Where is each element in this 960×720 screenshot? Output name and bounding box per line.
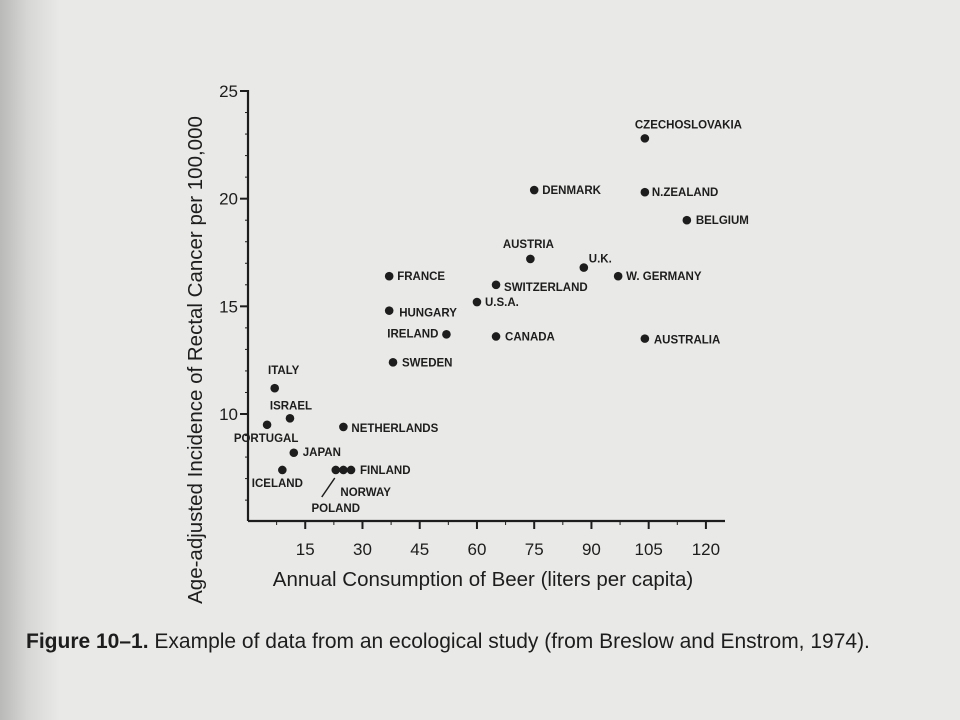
point-label: ICELAND <box>252 478 303 490</box>
data-point <box>442 330 451 339</box>
y-tick-label: 15 <box>219 297 238 316</box>
point-label: FINLAND <box>360 465 410 477</box>
page-binding-shadow <box>0 0 60 720</box>
point-label: ITALY <box>268 365 300 377</box>
x-tick-label: 90 <box>582 540 601 559</box>
data-point <box>278 465 287 475</box>
data-point <box>388 358 398 367</box>
point-label: SWEDEN <box>402 357 452 369</box>
data-point <box>339 422 348 432</box>
y-axis-title: Age-adjusted Incidence of Rectal Cancer … <box>184 116 207 604</box>
point-label: NETHERLANDS <box>351 423 438 435</box>
data-point <box>346 465 356 475</box>
point-label: HUNGARY <box>399 308 457 320</box>
point-label: CZECHOSLOVAKIA <box>635 119 742 131</box>
y-tick-label: 10 <box>219 405 238 424</box>
point-label: FRANCE <box>397 271 445 283</box>
point-label: ISRAEL <box>270 400 312 412</box>
data-point <box>289 448 299 458</box>
data-point <box>285 414 295 423</box>
x-tick-label: 120 <box>692 540 720 559</box>
data-point <box>529 185 539 195</box>
x-tick-label: 30 <box>353 540 372 559</box>
x-tick-label: 45 <box>410 540 429 559</box>
chart-point-labels: CZECHOSLOVAKIA DENMARK N.ZEALAND BELGIUM AUS… <box>234 119 749 515</box>
data-point <box>526 254 535 264</box>
figure-label: Figure 10–1. <box>26 630 149 653</box>
data-point <box>640 187 650 197</box>
scatter-chart: 10 15 20 25 15 30 45 60 75 90 105 120 CZECHOSLOVAKI… <box>184 82 749 604</box>
data-point <box>339 465 348 475</box>
point-label: CANADA <box>505 331 555 343</box>
data-point <box>579 263 589 272</box>
data-point <box>682 215 692 225</box>
data-point <box>384 271 394 281</box>
data-point <box>640 334 650 343</box>
caption-text: Example of data from an ecological study… <box>148 630 870 653</box>
chart-ticks: 10 15 20 25 15 30 45 60 75 90 105 120 <box>219 82 720 559</box>
data-point <box>472 297 482 307</box>
point-label: SWITZERLAND <box>504 282 588 294</box>
poland-leader-line <box>321 477 336 498</box>
point-label: W. GERMANY <box>626 271 702 283</box>
data-point <box>491 280 501 290</box>
point-label: N.ZEALAND <box>652 187 718 199</box>
x-axis-title: Annual Consumption of Beer (liters per c… <box>273 568 693 591</box>
y-tick-label: 25 <box>219 82 238 101</box>
x-tick-label: 75 <box>525 540 544 559</box>
data-point <box>384 306 394 315</box>
point-label: NORWAY <box>340 487 391 499</box>
point-label: PORTUGAL <box>234 433 299 445</box>
x-tick-label: 15 <box>296 540 315 559</box>
point-label: IRELAND <box>387 328 438 340</box>
chart-points <box>262 134 692 475</box>
data-point <box>331 465 341 475</box>
y-tick-label: 20 <box>219 190 238 209</box>
point-label: U.K. <box>589 254 612 266</box>
point-label: AUSTRALIA <box>654 335 720 347</box>
data-point <box>262 420 272 430</box>
data-point <box>491 332 501 341</box>
point-label: JAPAN <box>303 447 341 459</box>
data-point <box>640 134 650 143</box>
figure-caption: Figure 10–1. Example of data from an eco… <box>26 628 936 656</box>
point-label: DENMARK <box>542 185 601 197</box>
point-label: BELGIUM <box>696 215 749 227</box>
point-label: AUSTRIA <box>503 239 554 251</box>
data-point <box>613 271 623 281</box>
data-point <box>270 383 280 393</box>
x-tick-label: 105 <box>634 540 662 559</box>
x-tick-label: 60 <box>467 540 486 559</box>
point-label: U.S.A. <box>485 297 519 309</box>
point-label: POLAND <box>311 503 360 515</box>
